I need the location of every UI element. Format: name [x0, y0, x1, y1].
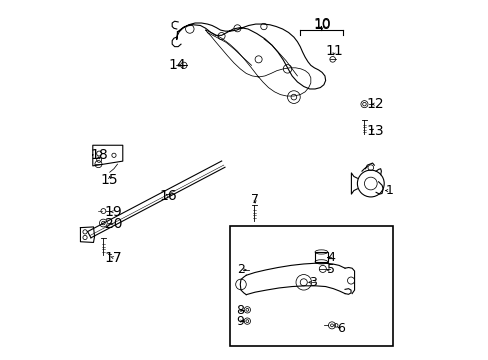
Text: 8: 8 [236, 304, 244, 317]
Text: 11: 11 [325, 44, 343, 58]
Text: 9: 9 [236, 315, 244, 328]
Text: 3: 3 [309, 276, 317, 289]
Text: 4: 4 [326, 251, 334, 264]
Text: 20: 20 [104, 217, 122, 231]
Bar [230, 226, 392, 346]
Text: 13: 13 [366, 123, 383, 138]
Text: 1: 1 [385, 184, 392, 197]
Text: 10: 10 [313, 18, 330, 32]
Text: 6: 6 [337, 322, 345, 335]
Text: 10: 10 [313, 17, 330, 31]
Text: 5: 5 [326, 264, 334, 276]
Text: 16: 16 [160, 189, 177, 203]
Text: 17: 17 [104, 251, 122, 265]
Text: 18: 18 [90, 148, 108, 162]
Text: 12: 12 [366, 97, 383, 111]
Text: 15: 15 [101, 173, 118, 187]
Text: 14: 14 [168, 58, 186, 72]
Bar [314, 252, 327, 262]
Text: 2: 2 [237, 264, 244, 276]
Text: 7: 7 [250, 193, 259, 206]
Text: 19: 19 [104, 205, 122, 219]
